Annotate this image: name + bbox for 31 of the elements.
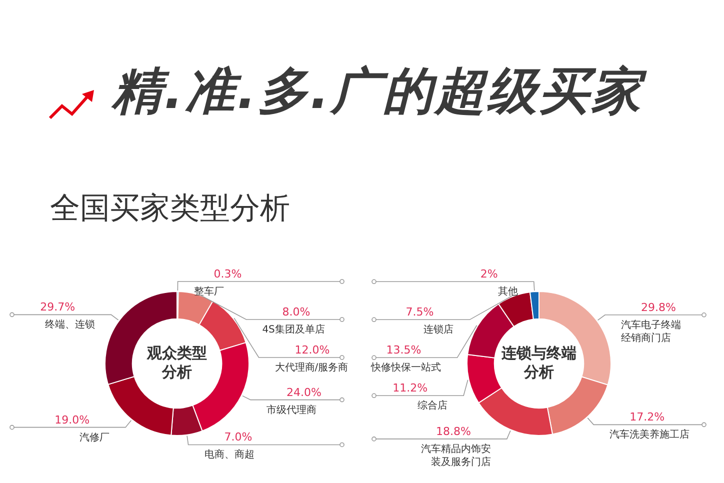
data-label: 12.0% — [294, 344, 330, 357]
slice-label: 4S集团及单店 — [262, 324, 325, 336]
data-label: 0.3% — [214, 268, 242, 281]
data-label: 8.0% — [282, 306, 310, 319]
slice-label: 市级代理商 — [266, 404, 317, 416]
slice-label: 汽车精品内饰安装及服务门店 — [420, 442, 491, 468]
data-label: 29.7% — [40, 300, 76, 314]
data-label: 2% — [480, 268, 498, 281]
data-label: 7.5% — [406, 306, 434, 319]
data-label: 11.2% — [392, 382, 428, 395]
data-label: 19.0% — [54, 413, 90, 426]
slice-label: 终端、连锁 — [45, 318, 96, 331]
chart-subtitle: 全国买家类型分析 — [50, 190, 290, 228]
data-label: 24.0% — [286, 386, 322, 399]
slice-label: 大代理商/服务商 — [274, 362, 348, 374]
slice-label: 连锁店 — [424, 324, 454, 336]
data-label: 29.8% — [641, 300, 676, 314]
slice-label: 汽修厂 — [80, 431, 110, 444]
data-label: 7.0% — [224, 430, 252, 444]
text: 连锁与终端分析 — [500, 344, 576, 381]
slice-label: 电商、商超 — [204, 448, 254, 461]
slice-label: 综合店 — [418, 400, 448, 412]
slice-label: 汽车电子终端经销商门店 — [621, 318, 682, 344]
data-label: 13.5% — [386, 344, 422, 357]
slice-label: 快修快保一站式 — [370, 362, 442, 374]
text: 观众类型分析 — [146, 344, 207, 381]
data-label: 18.8% — [436, 424, 471, 438]
data-label: 17.2% — [630, 410, 665, 424]
slice-label: 其他 — [498, 286, 518, 298]
slice-label: 整车厂 — [194, 286, 224, 298]
slice-label: 汽车洗美养施工店 — [610, 428, 690, 441]
